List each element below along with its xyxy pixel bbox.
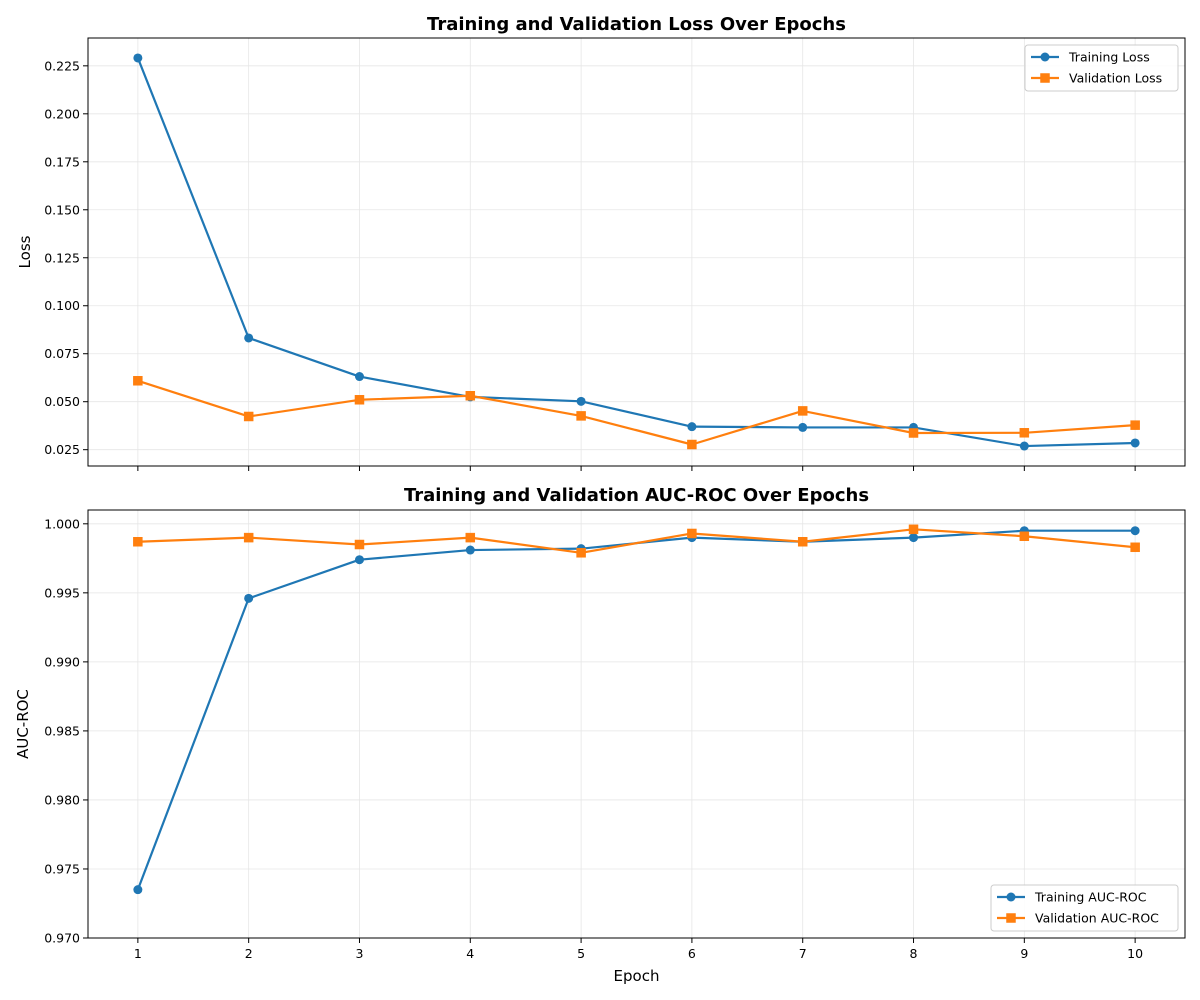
data-point [576, 396, 586, 406]
x-tick-label: 9 [1020, 946, 1028, 961]
series-line [137, 528, 1136, 554]
y-tick-label: 0.200 [44, 106, 80, 121]
x-tick-label: 2 [245, 946, 253, 961]
legend-label: Validation Loss [1069, 71, 1162, 86]
legend-item: Training Loss [1031, 50, 1150, 65]
data-point [687, 422, 697, 432]
x-tick-label: 8 [910, 946, 918, 961]
data-point [576, 411, 586, 421]
plot-frame [87, 37, 1186, 467]
data-point [133, 53, 143, 63]
data-point [687, 528, 697, 539]
y-tick-label: 0.050 [44, 394, 80, 409]
x-tick-label: 10 [1127, 946, 1143, 961]
legend-label: Training Loss [1068, 50, 1150, 65]
data-point [909, 533, 919, 543]
legend-label: Validation AUC-ROC [1035, 911, 1159, 926]
data-point [1130, 542, 1140, 553]
data-point [465, 545, 475, 555]
chart-panel-2: 0.970 0.975 0.980 0.985 0.990 0.995 1.000 1 2 3 4 5… [14, 485, 1186, 985]
data-point [797, 406, 808, 416]
x-axis: 1 2 3 4 5 6 7 8 9 10 [134, 938, 1143, 961]
series-line [137, 379, 1136, 446]
data-point [798, 422, 808, 432]
y-tick-label: 0.970 [44, 931, 80, 946]
y-tick-label: 0.150 [44, 202, 80, 217]
legend: Training AUC-ROC Validation AUC-ROC [990, 884, 1179, 932]
chart-title: Training and Validation Loss Over Epochs [427, 14, 846, 35]
y-tick-label: 0.225 [44, 58, 80, 73]
data-point [687, 439, 697, 450]
x-axis [137, 466, 1136, 471]
grid-lines [88, 38, 1185, 466]
y-axis-label: AUC-ROC [14, 689, 32, 759]
data-point [243, 411, 254, 422]
x-tick-label: 5 [577, 946, 585, 961]
y-tick-label: 0.175 [44, 154, 80, 169]
y-axis: 0.970 0.975 0.980 0.985 0.990 0.995 1.000 [44, 516, 88, 946]
x-tick-label: 4 [466, 946, 474, 961]
series-validation-auc-roc [133, 524, 1140, 558]
legend-marker [1040, 73, 1050, 83]
y-tick-label: 0.125 [44, 250, 80, 265]
data-point [244, 593, 254, 603]
data-point [1130, 526, 1140, 536]
series-validation-loss [133, 376, 1140, 450]
legend: Training Loss Validation Loss [1024, 44, 1179, 92]
data-point [1130, 438, 1140, 448]
legend-label: Training AUC-ROC [1034, 890, 1147, 905]
x-axis-label: Epoch [614, 967, 660, 985]
x-tick-label: 3 [356, 946, 364, 961]
x-tick-label: 6 [688, 946, 696, 961]
legend-item: Validation Loss [1031, 71, 1162, 86]
data-point [354, 539, 365, 550]
data-point [465, 532, 476, 543]
data-point [797, 537, 808, 547]
series-line [136, 57, 1136, 448]
y-tick-label: 0.100 [44, 298, 80, 313]
y-tick-label: 0.985 [44, 723, 80, 738]
data-point [1019, 441, 1029, 451]
panels: 0.025 0.050 0.075 0.100 0.125 0.150 0.175 0.200… [14, 14, 1186, 985]
legend-marker [1040, 52, 1050, 62]
x-tick-label: 7 [799, 946, 807, 961]
y-tick-label: 0.990 [44, 654, 80, 669]
data-point [354, 395, 365, 405]
legend-marker [1006, 913, 1016, 923]
y-axis: 0.025 0.050 0.075 0.100 0.125 0.150 0.175 0.200… [44, 58, 88, 457]
plot-frame [87, 509, 1186, 939]
y-tick-label: 0.980 [44, 792, 80, 807]
y-tick-label: 1.000 [44, 516, 80, 531]
y-axis-label: Loss [16, 235, 34, 268]
legend-box [1024, 44, 1179, 92]
data-point [354, 555, 364, 565]
data-point [908, 428, 919, 438]
legend-item: Training AUC-ROC [997, 890, 1147, 905]
y-tick-label: 0.025 [44, 442, 80, 457]
data-point [243, 532, 254, 543]
y-tick-label: 0.075 [44, 346, 80, 361]
x-tick-label: 1 [134, 946, 142, 961]
data-point [908, 524, 919, 535]
y-tick-label: 0.975 [44, 861, 80, 876]
data-point [576, 548, 586, 558]
data-point [133, 885, 143, 895]
data-point [244, 333, 254, 343]
chart-title: Training and Validation AUC-ROC Over Epo… [404, 485, 869, 506]
legend-item: Validation AUC-ROC [997, 911, 1159, 926]
legend-box [990, 884, 1179, 932]
data-point [1130, 420, 1140, 430]
chart-panel-1: 0.025 0.050 0.075 0.100 0.125 0.150 0.175 0.200… [16, 14, 1186, 471]
data-point [465, 391, 476, 401]
data-point [133, 537, 143, 547]
legend-marker [1006, 892, 1016, 902]
data-point [1019, 428, 1030, 438]
y-tick-label: 0.995 [44, 585, 80, 600]
data-point [354, 372, 364, 382]
data-point [1019, 531, 1030, 541]
data-point [133, 376, 143, 386]
